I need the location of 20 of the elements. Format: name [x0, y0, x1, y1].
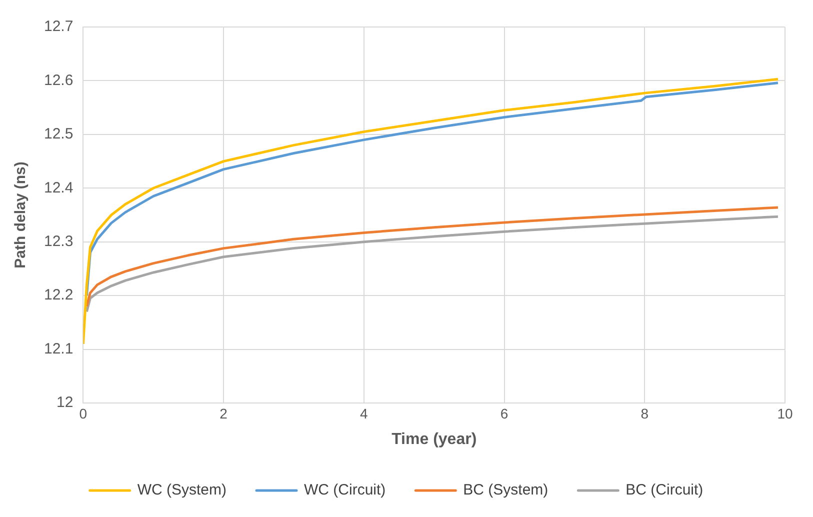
y-tick-label: 12.6 [44, 72, 74, 89]
y-tick-label: 12 [56, 394, 74, 412]
y-tick-label: 12.7 [44, 18, 74, 36]
x-tick-label: 4 [360, 405, 368, 422]
x-tick-label: 6 [500, 405, 508, 422]
x-axis-title: Time (year) [392, 430, 477, 448]
y-axis-title: Path delay (ns) [12, 162, 30, 268]
x-tick-label: 0 [79, 405, 88, 422]
legend-label: WC (System) [137, 482, 227, 499]
x-tick-label: 10 [777, 405, 793, 422]
legend-label: BC (Circuit) [626, 482, 704, 499]
y-tick-label: 12.4 [44, 179, 74, 196]
y-tick-label: 12.5 [44, 126, 74, 143]
legend-label: WC (Circuit) [304, 482, 386, 499]
y-tick-label: 12.1 [44, 340, 74, 358]
x-tick-label: 2 [220, 405, 228, 422]
y-tick-label: 12.3 [44, 233, 74, 250]
x-tick-label: 8 [640, 405, 649, 422]
y-tick-label: 12.2 [44, 286, 74, 304]
legend-label: BC (System) [463, 482, 548, 499]
